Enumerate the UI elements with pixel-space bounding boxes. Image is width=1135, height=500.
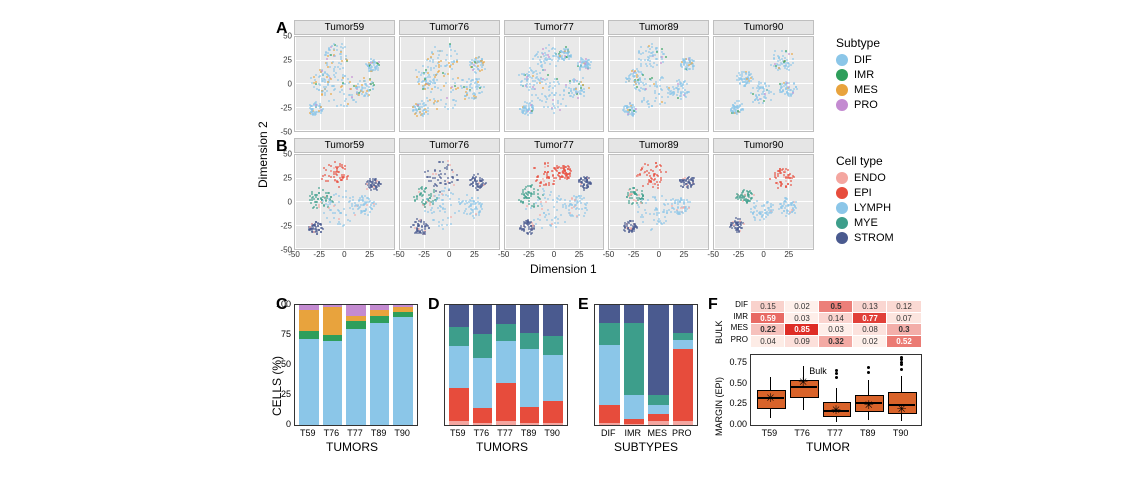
bar-column <box>648 305 669 425</box>
heat-cell: 0.02 <box>852 335 888 349</box>
bar-column <box>543 305 563 425</box>
xlabel-dim1: Dimension 1 <box>530 262 597 276</box>
legend-item: LYMPH <box>836 202 894 214</box>
row-b-xticks: -50-25025-50-25025-50-25025-50-25025-50-… <box>294 250 814 262</box>
bar-column <box>496 305 516 425</box>
heat-cell: 0.52 <box>886 335 922 349</box>
legend-item: ENDO <box>836 172 894 184</box>
facet-label: Tumor90 <box>713 20 814 35</box>
legend-item: DIF <box>836 54 880 66</box>
legend-subtype: Subtype DIF IMR MES PRO <box>836 36 880 114</box>
bar-column <box>370 305 390 425</box>
bar-column <box>599 305 620 425</box>
facet-label: Tumor59 <box>294 138 395 153</box>
bar-column <box>323 305 343 425</box>
panel-label-f: F <box>708 296 718 314</box>
legend-celltype-title: Cell type <box>836 154 894 168</box>
bar-chart-d <box>444 304 568 426</box>
scatter-panel <box>294 154 395 250</box>
bar-chart-e <box>594 304 698 426</box>
panel-label-e: E <box>578 296 589 314</box>
scatter-panel <box>608 36 709 132</box>
bar-column <box>673 305 694 425</box>
facet-label: Tumor89 <box>608 138 709 153</box>
scatter-panel <box>504 36 605 132</box>
bar-column <box>393 305 413 425</box>
heatmap-f: DIF0.150.020.50.130.12IMR0.590.030.140.7… <box>750 300 920 346</box>
xlabel-e: SUBTYPES <box>614 440 678 454</box>
facet-label: Tumor77 <box>504 138 605 153</box>
boxplot-f: ✳✳Bulk✳✳✳ <box>750 354 922 426</box>
scatter-panel <box>713 36 814 132</box>
scatter-panel <box>713 154 814 250</box>
ylabel-dim2: Dimension 2 <box>256 121 270 188</box>
facet-label: Tumor77 <box>504 20 605 35</box>
bar-column <box>299 305 319 425</box>
xlabel-f: TUMOR <box>806 440 850 454</box>
row-a-facet-strip: Tumor59 Tumor76 Tumor77Tumor89 Tumor90 <box>294 20 814 35</box>
scatter-panel <box>399 154 500 250</box>
xlabel-c: TUMORS <box>326 440 378 454</box>
xlabel-d: TUMORS <box>476 440 528 454</box>
legend-item: STROM <box>836 232 894 244</box>
legend-item: PRO <box>836 99 880 111</box>
facet-label: Tumor89 <box>608 20 709 35</box>
row-b-facet-strip: Tumor59 Tumor76 Tumor77Tumor89 Tumor90 <box>294 138 814 153</box>
ylabel-margin: MARGIN (EPI) <box>714 377 724 436</box>
scatter-panel <box>294 36 395 132</box>
heat-cell: 0.32 <box>818 335 854 349</box>
scatter-panel <box>608 154 709 250</box>
panel-label-d: D <box>428 296 440 314</box>
bulk-annotation: Bulk <box>809 366 827 376</box>
scatter-panel <box>399 36 500 132</box>
legend-subtype-title: Subtype <box>836 36 880 50</box>
row-a-plots <box>294 36 814 132</box>
bar-column <box>520 305 540 425</box>
legend-item: MYE <box>836 217 894 229</box>
facet-label: Tumor76 <box>399 20 500 35</box>
bar-column <box>473 305 493 425</box>
bar-column <box>449 305 469 425</box>
legend-item: MES <box>836 84 880 96</box>
legend-item: IMR <box>836 69 880 81</box>
figure-container: A B Dimension 2 Tumor59Tumor76Tumor77Tum… <box>280 18 970 478</box>
facet-label: Tumor59 <box>294 20 395 35</box>
facet-label: Tumor76 <box>399 138 500 153</box>
legend-item: EPI <box>836 187 894 199</box>
heat-cell: 0.04 <box>750 335 786 349</box>
row-b-plots <box>294 154 814 250</box>
bar-column <box>624 305 645 425</box>
bar-column <box>346 305 366 425</box>
ylabel-bulk: BULK <box>714 320 724 344</box>
bar-chart-c <box>294 304 418 426</box>
heat-cell: 0.09 <box>784 335 820 349</box>
scatter-panel <box>504 154 605 250</box>
legend-celltype: Cell type ENDO EPI LYMPH MYE STROM <box>836 154 894 247</box>
facet-label: Tumor90 <box>713 138 814 153</box>
